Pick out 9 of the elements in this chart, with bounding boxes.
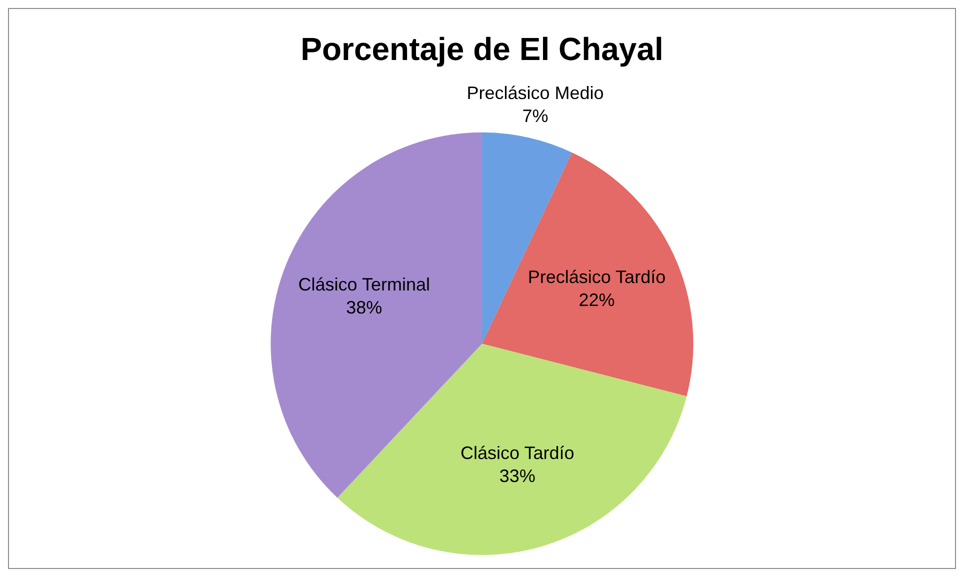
slice-label: Clásico Tardío — [460, 442, 574, 463]
data-label: 33% — [499, 466, 536, 486]
slice-label: Preclásico Medio — [466, 82, 604, 103]
slice-label: Clásico Terminal — [298, 274, 430, 294]
data-label: 22% — [578, 290, 615, 310]
data-label: 7% — [522, 106, 548, 126]
slice-label: Preclásico Tardío — [528, 267, 666, 288]
data-label: 38% — [346, 298, 382, 318]
chart-title: Porcentaje de El Chayal — [300, 31, 664, 68]
